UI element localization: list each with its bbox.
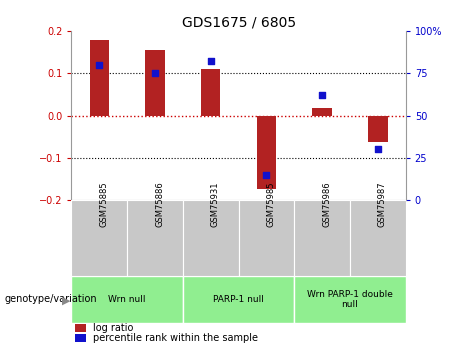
Bar (313, 108, 332, 116)
Bar (127, 200, 183, 276)
Text: GSM75931: GSM75931 (211, 181, 220, 227)
Text: Wrn PARP-1 double
null: Wrn PARP-1 double null (307, 289, 393, 309)
Text: genotype/variation: genotype/variation (5, 294, 97, 304)
Bar (183, 200, 238, 276)
Text: GSM75985: GSM75985 (266, 181, 275, 227)
Point (319, 92, 326, 98)
Bar (368, 116, 388, 142)
Text: GSM75986: GSM75986 (322, 181, 331, 227)
Text: GSM75886: GSM75886 (155, 181, 164, 227)
Bar (145, 50, 165, 116)
Point (374, 147, 382, 152)
Bar (71, 200, 127, 276)
Bar (71, 276, 183, 323)
Bar (294, 200, 350, 276)
Text: percentile rank within the sample: percentile rank within the sample (93, 333, 258, 343)
Bar (350, 200, 406, 276)
Point (263, 172, 270, 177)
Bar (294, 276, 406, 323)
Point (151, 71, 159, 76)
Bar (201, 69, 220, 116)
Bar (89, 39, 109, 116)
Text: GSM75885: GSM75885 (99, 181, 108, 227)
Title: GDS1675 / 6805: GDS1675 / 6805 (182, 16, 296, 30)
Point (207, 59, 214, 64)
Bar (75, 324, 87, 332)
Point (95, 62, 103, 68)
Bar (183, 276, 294, 323)
Text: ▶: ▶ (62, 296, 71, 306)
Text: GSM75987: GSM75987 (378, 181, 387, 227)
Text: log ratio: log ratio (93, 323, 134, 333)
Bar (257, 116, 276, 189)
Text: Wrn null: Wrn null (108, 295, 146, 304)
Bar (75, 334, 87, 342)
Text: PARP-1 null: PARP-1 null (213, 295, 264, 304)
Bar (238, 200, 294, 276)
